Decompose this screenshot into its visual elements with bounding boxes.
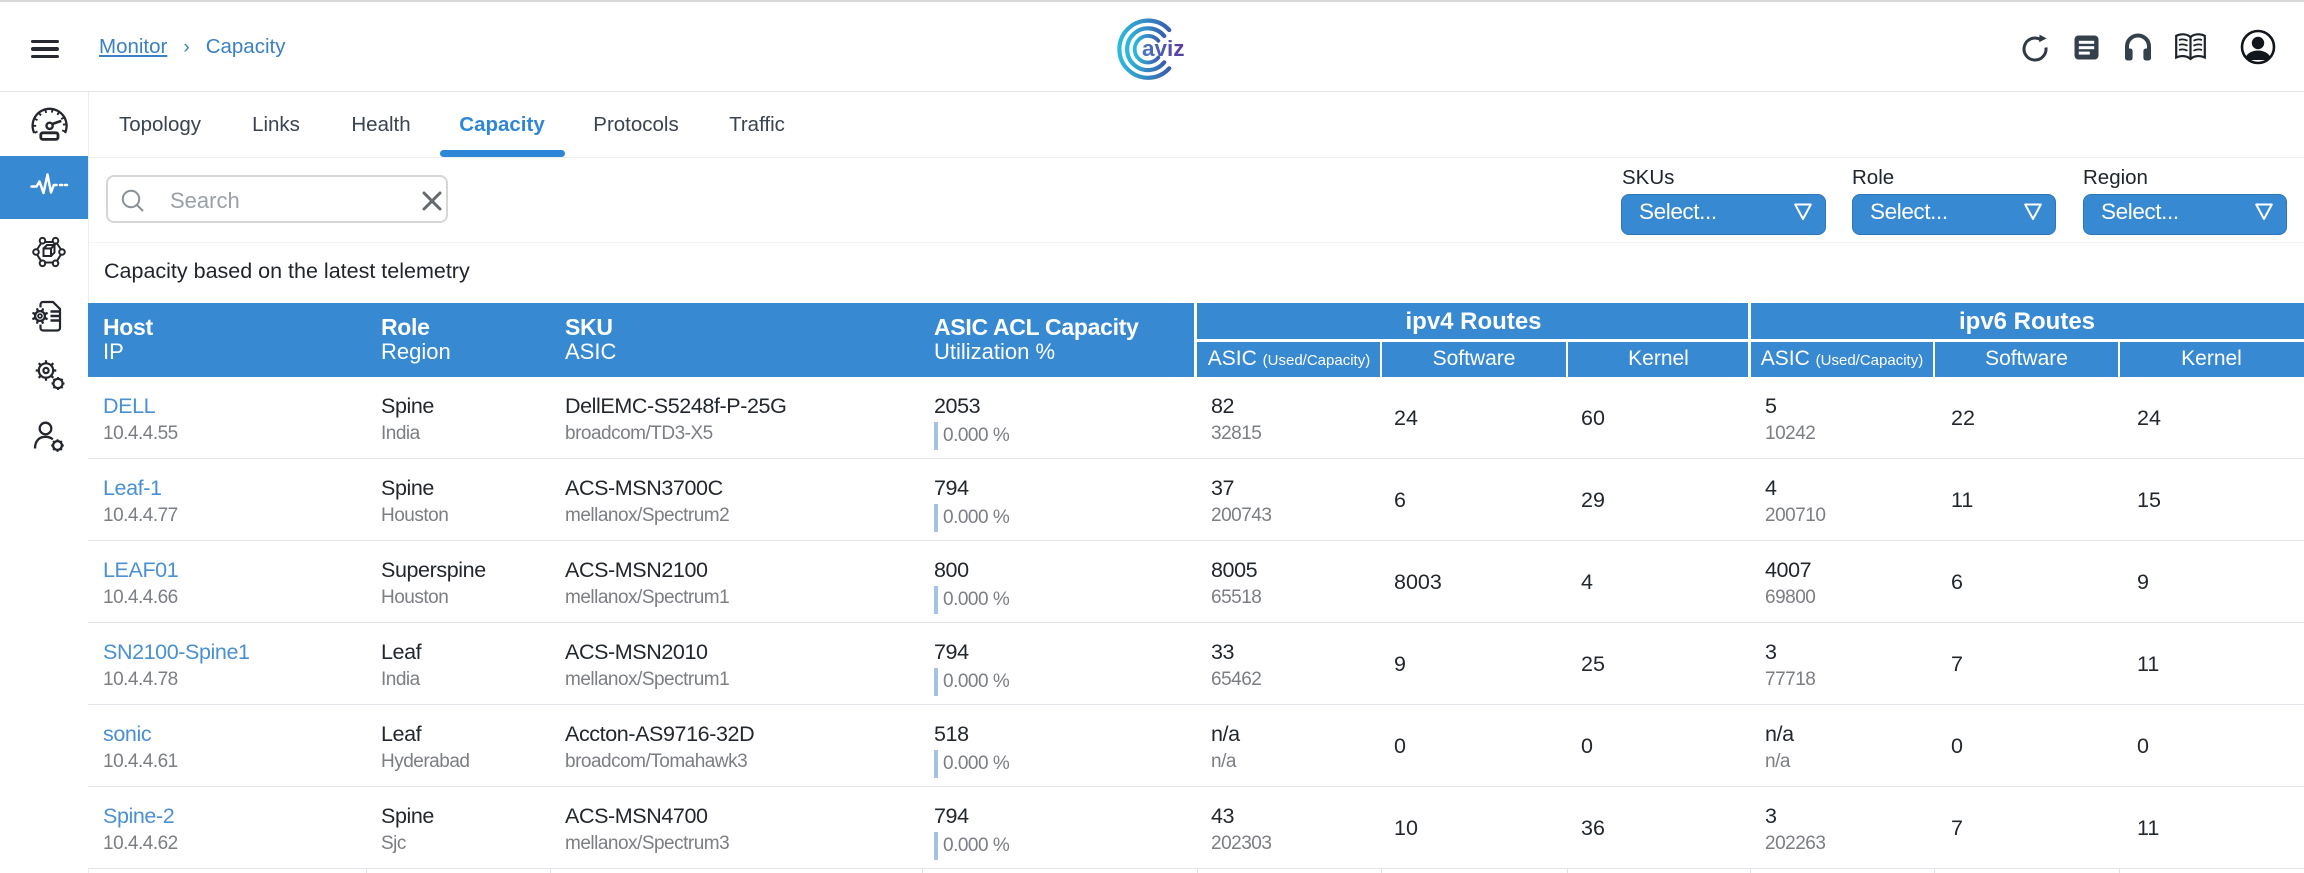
svg-text:aviz: aviz [1142, 36, 1185, 61]
